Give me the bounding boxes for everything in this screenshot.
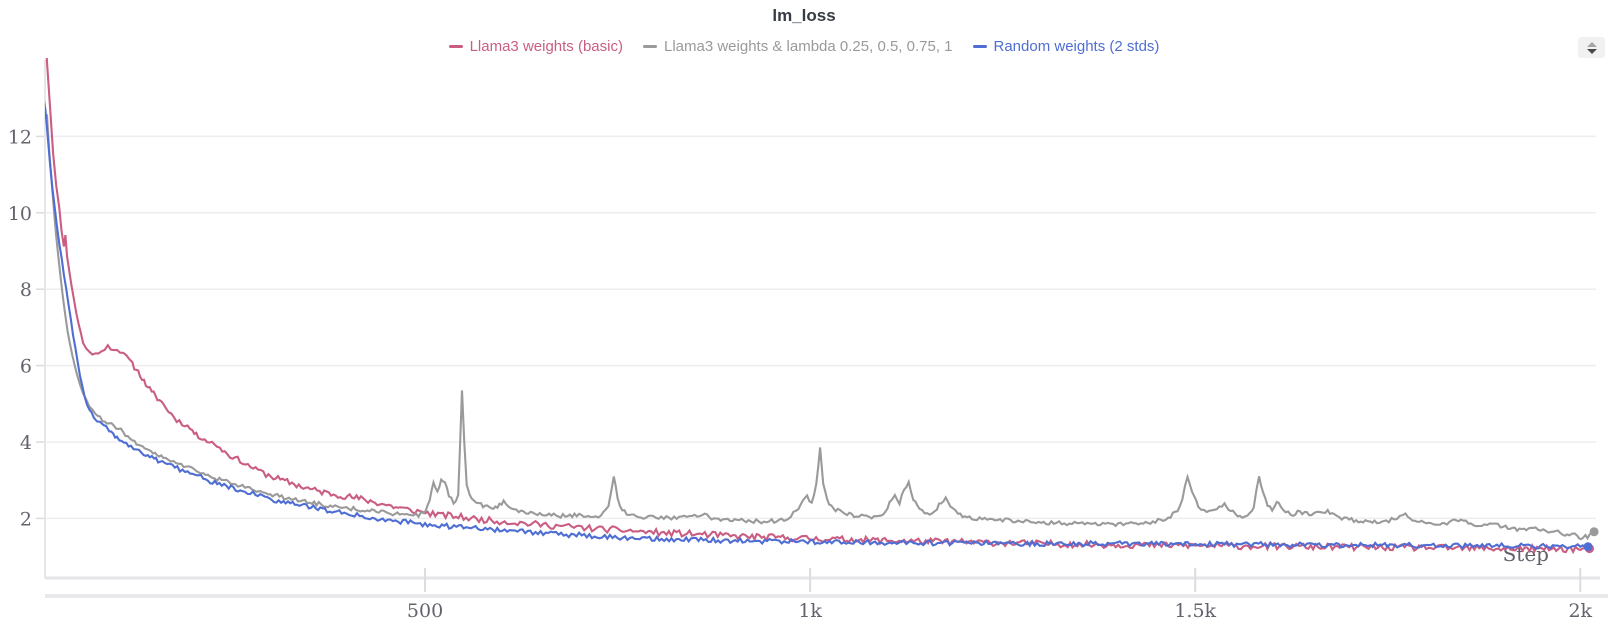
legend-label: Llama3 weights & lambda 0.25, 0.5, 0.75,…: [663, 38, 953, 55]
series-end-dot-2: [1583, 542, 1593, 552]
legend-item-0[interactable]: Llama3 weights (basic): [448, 38, 623, 55]
x-tick-label: 1.5k: [1174, 600, 1216, 622]
x-tick-label: 500: [407, 600, 443, 622]
legend-label: Llama3 weights (basic): [469, 38, 623, 55]
series-line-2[interactable]: [43, 95, 1589, 550]
legend: Llama3 weights (basic) Llama3 weights & l…: [0, 38, 1608, 55]
y-tick-label: 10: [8, 203, 32, 225]
y-tick-label: 2: [20, 508, 32, 530]
legend-label: Random weights (2 stds): [993, 38, 1160, 55]
legend-item-1[interactable]: Llama3 weights & lambda 0.25, 0.5, 0.75,…: [642, 38, 953, 55]
x-tick-label: 1k: [798, 600, 822, 622]
series-line-0[interactable]: [45, 15, 1591, 555]
x-tick-label: 2k: [1568, 600, 1592, 622]
y-tick-label: 4: [20, 432, 32, 454]
y-tick-label: 8: [20, 279, 32, 301]
series-line-1[interactable]: [45, 114, 1595, 541]
caret-up-icon: [1586, 41, 1597, 47]
chart-title: lm_loss: [772, 6, 836, 25]
panel-stepper-button[interactable]: [1578, 37, 1605, 58]
legend-swatch-icon: [972, 45, 987, 48]
legend-item-2[interactable]: Random weights (2 stds): [972, 38, 1160, 55]
series-end-dot-1: [1589, 527, 1599, 537]
y-tick-label: 6: [20, 356, 32, 378]
legend-swatch-icon: [448, 45, 463, 48]
y-tick-label: 12: [8, 126, 32, 148]
caret-down-icon: [1586, 48, 1597, 54]
legend-swatch-icon: [642, 45, 657, 48]
